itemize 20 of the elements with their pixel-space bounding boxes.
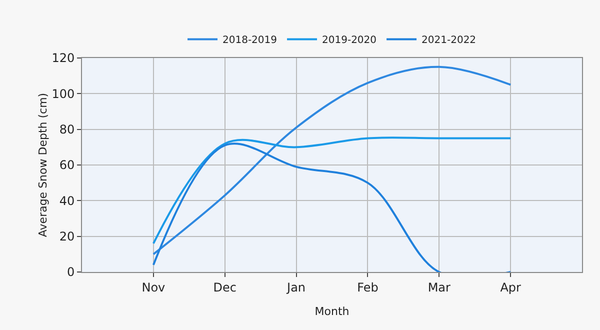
line-series: [152, 66, 512, 256]
y-tick-label: 60: [59, 158, 75, 172]
x-axis-title: Month: [314, 305, 350, 318]
legend-label: 2018-2019: [222, 35, 278, 46]
x-tick-label: Apr: [500, 280, 522, 294]
y-tick-label: 20: [59, 230, 75, 244]
legend-label: 2019-2020: [322, 35, 377, 46]
y-tick-label: 120: [52, 51, 75, 66]
x-tick-label: Jan: [286, 280, 306, 294]
y-tick-label: 80: [59, 122, 75, 137]
line-series: [152, 136, 512, 244]
y-tick-label: 0: [66, 265, 75, 280]
x-tick-label: Dec: [213, 280, 236, 294]
x-tick-label: Feb: [357, 280, 378, 294]
x-tick-label: Nov: [142, 280, 166, 294]
x-tick-label: Mar: [428, 280, 451, 294]
legend-label: 2021-2022: [422, 35, 476, 46]
y-tick-label: 40: [59, 194, 75, 208]
y-tick-label: 100: [52, 86, 75, 101]
y-axis-title: Average Snow Depth (cm): [36, 92, 50, 238]
